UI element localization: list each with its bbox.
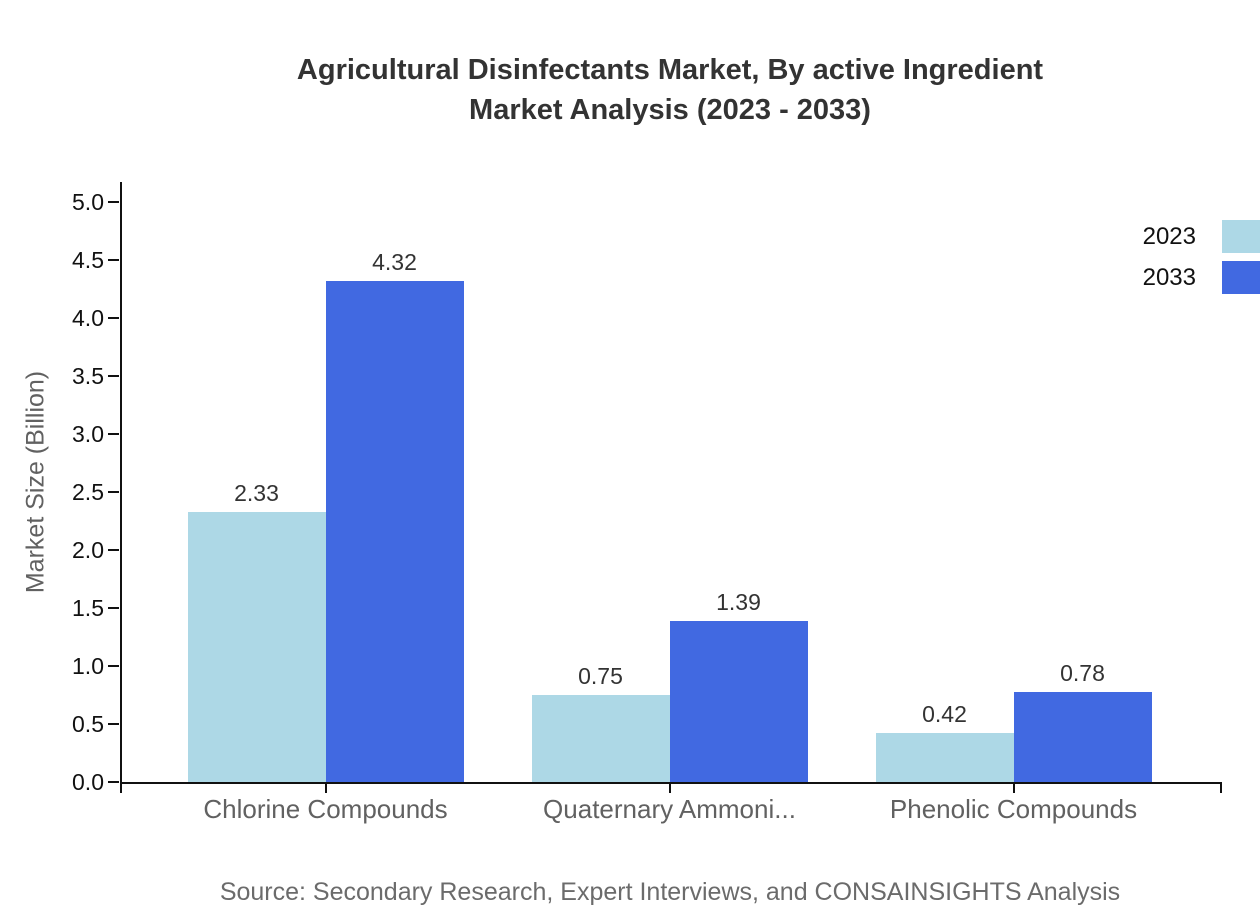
bar-value-label: 2.33 xyxy=(234,479,279,506)
y-axis-tick xyxy=(108,201,119,203)
y-axis-tick xyxy=(108,375,119,377)
x-axis-tick xyxy=(1012,782,1015,793)
bar-value-label: 1.39 xyxy=(716,588,761,615)
y-axis-tick xyxy=(108,491,119,493)
chart-title: Agricultural Disinfectants Market, By ac… xyxy=(80,50,1260,130)
legend-swatch xyxy=(1222,220,1260,253)
y-axis-tick xyxy=(108,317,119,319)
y-axis-tick-label: 3.0 xyxy=(72,421,104,447)
legend-item-2033: 2033 xyxy=(1143,261,1260,294)
bar-value-label: 0.42 xyxy=(922,701,967,728)
chart-title-line2: Market Analysis (2023 - 2033) xyxy=(469,94,871,126)
y-axis-line xyxy=(120,182,122,784)
y-axis-tick-label: 2.5 xyxy=(72,479,104,505)
bar-2033-1 xyxy=(325,280,464,782)
bar-value-label: 4.32 xyxy=(372,248,417,275)
y-axis-tick-label: 4.5 xyxy=(72,247,104,273)
bar-2023-3 xyxy=(875,733,1014,782)
x-axis-category-label: Chlorine Compounds xyxy=(203,794,448,824)
y-axis-tick xyxy=(108,259,119,261)
chart-title-line1: Agricultural Disinfectants Market, By ac… xyxy=(296,54,1044,86)
legend-item-2023: 2023 xyxy=(1143,220,1260,253)
legend-swatch xyxy=(1222,261,1260,294)
x-axis-tick xyxy=(120,782,122,793)
x-axis-tick xyxy=(668,782,671,793)
y-axis-tick-label: 0.5 xyxy=(72,711,104,737)
y-axis-tick xyxy=(108,665,119,667)
legend: 2023 2033 xyxy=(1143,220,1260,302)
y-axis-tick xyxy=(108,607,119,609)
y-axis-tick xyxy=(108,723,119,725)
y-axis-tick-label: 1.0 xyxy=(72,653,104,679)
bar-2033-2 xyxy=(669,620,808,782)
y-axis-tick-label: 2.0 xyxy=(72,537,104,563)
x-axis-category-label: Quaternary Ammoni... xyxy=(543,794,796,824)
bar-2023-1 xyxy=(187,511,326,782)
source-note: Source: Secondary Research, Expert Inter… xyxy=(219,878,1121,906)
y-axis-tick-label: 3.5 xyxy=(72,363,104,389)
x-axis-category-label: Phenolic Compounds xyxy=(889,794,1138,824)
x-axis-tick xyxy=(1220,782,1222,793)
y-axis-tick xyxy=(108,549,119,551)
legend-label: 2033 xyxy=(1142,263,1196,291)
x-axis-line xyxy=(120,782,1222,784)
legend-label: 2023 xyxy=(1142,222,1196,250)
y-axis-tick-label: 5.0 xyxy=(72,189,104,215)
x-axis-tick xyxy=(324,782,327,793)
y-axis-tick xyxy=(108,781,119,783)
bar-value-label: 0.78 xyxy=(1060,659,1105,686)
y-axis-tick xyxy=(108,433,119,435)
bar-2033-3 xyxy=(1013,691,1152,782)
y-axis-tick-label: 1.5 xyxy=(72,595,104,621)
y-axis-tick-label: 0.0 xyxy=(72,769,104,795)
bar-2023-2 xyxy=(531,695,670,782)
bar-value-label: 0.75 xyxy=(578,663,623,689)
plot-area: 0.0 0.5 1.0 1.5 2.0 2.5 3.0 3.5 4.0 4.5 5.0 Chlorin… xyxy=(72,182,1222,824)
y-axis-tick-label: 4.0 xyxy=(72,305,104,331)
